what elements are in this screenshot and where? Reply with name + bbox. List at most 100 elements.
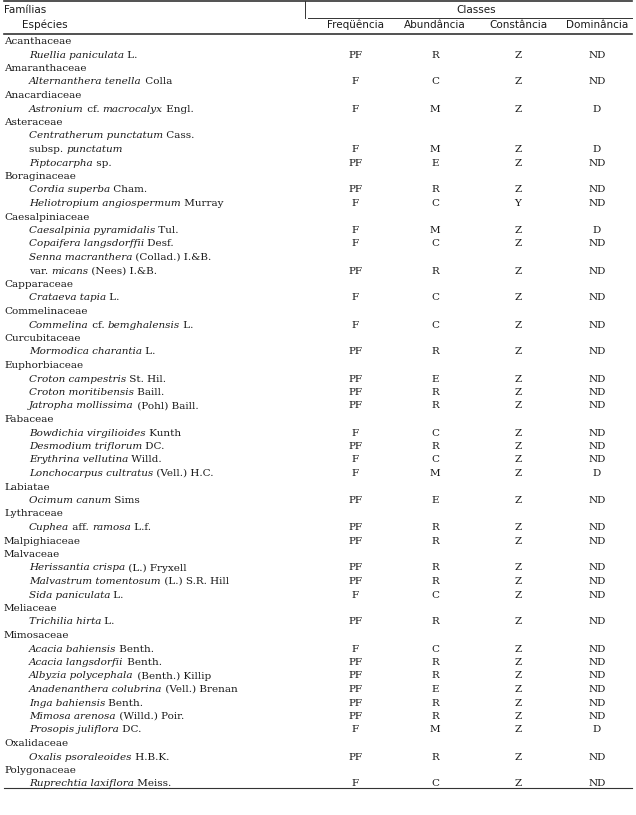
Text: ND: ND xyxy=(588,752,605,761)
Text: Capparaceae: Capparaceae xyxy=(4,280,73,289)
Text: R: R xyxy=(431,536,439,545)
Text: (L.) Fryxell: (L.) Fryxell xyxy=(125,563,187,573)
Text: Z: Z xyxy=(515,375,522,384)
Text: Z: Z xyxy=(515,320,522,329)
Text: ND: ND xyxy=(588,158,605,168)
Text: ND: ND xyxy=(588,536,605,545)
Text: C: C xyxy=(431,429,439,438)
Text: C: C xyxy=(431,293,439,302)
Text: Dominância: Dominância xyxy=(566,20,628,30)
Text: C: C xyxy=(431,645,439,654)
Text: Labiatae: Labiatae xyxy=(4,482,50,491)
Text: Ocimum canum: Ocimum canum xyxy=(29,496,111,505)
Text: Z: Z xyxy=(515,752,522,761)
Text: PF: PF xyxy=(348,672,362,681)
Text: F: F xyxy=(352,145,359,154)
Text: Polygonaceae: Polygonaceae xyxy=(4,766,76,775)
Text: (Benth.) Killip: (Benth.) Killip xyxy=(134,672,211,681)
Text: PF: PF xyxy=(348,51,362,59)
Text: Z: Z xyxy=(515,402,522,411)
Text: F: F xyxy=(352,104,359,113)
Text: ND: ND xyxy=(588,402,605,411)
Text: Z: Z xyxy=(515,591,522,600)
Text: Cordia superba: Cordia superba xyxy=(29,186,110,195)
Text: Baill.: Baill. xyxy=(134,388,164,397)
Text: Fabaceae: Fabaceae xyxy=(4,415,53,424)
Text: Z: Z xyxy=(515,779,522,788)
Text: F: F xyxy=(352,591,359,600)
Text: R: R xyxy=(431,388,439,397)
Text: D: D xyxy=(593,226,601,235)
Text: Trichilia hirta: Trichilia hirta xyxy=(29,618,101,627)
Text: Meiss.: Meiss. xyxy=(134,779,171,788)
Text: Anadenanthera colubrina: Anadenanthera colubrina xyxy=(29,685,162,694)
Text: Z: Z xyxy=(515,429,522,438)
Text: Z: Z xyxy=(515,158,522,168)
Text: M: M xyxy=(430,145,440,154)
Text: sp.: sp. xyxy=(93,158,111,168)
Text: H.B.K.: H.B.K. xyxy=(132,752,169,761)
Text: F: F xyxy=(352,645,359,654)
Text: Cass.: Cass. xyxy=(163,131,195,140)
Text: macrocalyx: macrocalyx xyxy=(102,104,163,113)
Text: Benth.: Benth. xyxy=(116,645,155,654)
Text: F: F xyxy=(352,469,359,478)
Text: Asteraceae: Asteraceae xyxy=(4,118,62,127)
Text: Z: Z xyxy=(515,293,522,302)
Text: ND: ND xyxy=(588,456,605,465)
Text: Malpighiaceae: Malpighiaceae xyxy=(4,536,81,545)
Text: Ruprechtia laxiflora: Ruprechtia laxiflora xyxy=(29,779,134,788)
Text: Z: Z xyxy=(515,658,522,667)
Text: Z: Z xyxy=(515,388,522,397)
Text: F: F xyxy=(352,226,359,235)
Text: Centratherum punctatum: Centratherum punctatum xyxy=(29,131,163,140)
Text: Z: Z xyxy=(515,104,522,113)
Text: Acacia langsdorfii: Acacia langsdorfii xyxy=(29,658,123,667)
Text: PF: PF xyxy=(348,375,362,384)
Text: C: C xyxy=(431,591,439,600)
Text: ND: ND xyxy=(588,347,605,356)
Text: PF: PF xyxy=(348,685,362,694)
Text: Z: Z xyxy=(515,51,522,59)
Text: F: F xyxy=(352,725,359,734)
Text: Sims: Sims xyxy=(111,496,140,505)
Text: Colla: Colla xyxy=(142,77,172,86)
Text: PF: PF xyxy=(348,158,362,168)
Text: Z: Z xyxy=(515,186,522,195)
Text: ND: ND xyxy=(588,523,605,532)
Text: Z: Z xyxy=(515,240,522,249)
Text: R: R xyxy=(431,347,439,356)
Text: Croton moritibensis: Croton moritibensis xyxy=(29,388,134,397)
Text: Piptocarpha: Piptocarpha xyxy=(29,158,93,168)
Text: Z: Z xyxy=(515,267,522,275)
Text: ND: ND xyxy=(588,645,605,654)
Text: Croton campestris: Croton campestris xyxy=(29,375,127,384)
Text: R: R xyxy=(431,51,439,59)
Text: ND: ND xyxy=(588,199,605,208)
Text: ND: ND xyxy=(588,658,605,667)
Text: L.: L. xyxy=(106,293,120,302)
Text: R: R xyxy=(431,577,439,586)
Text: Anacardiaceae: Anacardiaceae xyxy=(4,91,81,100)
Text: Z: Z xyxy=(515,523,522,532)
Text: Acacia bahiensis: Acacia bahiensis xyxy=(29,645,116,654)
Text: F: F xyxy=(352,779,359,788)
Text: ND: ND xyxy=(588,267,605,275)
Text: Malvaceae: Malvaceae xyxy=(4,550,60,559)
Text: ND: ND xyxy=(588,712,605,721)
Text: Ruellia paniculata: Ruellia paniculata xyxy=(29,51,124,59)
Text: L.: L. xyxy=(124,51,137,59)
Text: DC.: DC. xyxy=(119,725,141,734)
Text: ND: ND xyxy=(588,320,605,329)
Text: F: F xyxy=(352,456,359,465)
Text: bemghalensis: bemghalensis xyxy=(107,320,180,329)
Text: Z: Z xyxy=(515,563,522,572)
Text: St. Hil.: St. Hil. xyxy=(127,375,166,384)
Text: ND: ND xyxy=(588,591,605,600)
Text: Boraginaceae: Boraginaceae xyxy=(4,172,76,181)
Text: PF: PF xyxy=(348,563,362,572)
Text: Mormodica charantia: Mormodica charantia xyxy=(29,347,142,356)
Text: cf.: cf. xyxy=(84,104,102,113)
Text: Z: Z xyxy=(515,645,522,654)
Text: F: F xyxy=(352,240,359,249)
